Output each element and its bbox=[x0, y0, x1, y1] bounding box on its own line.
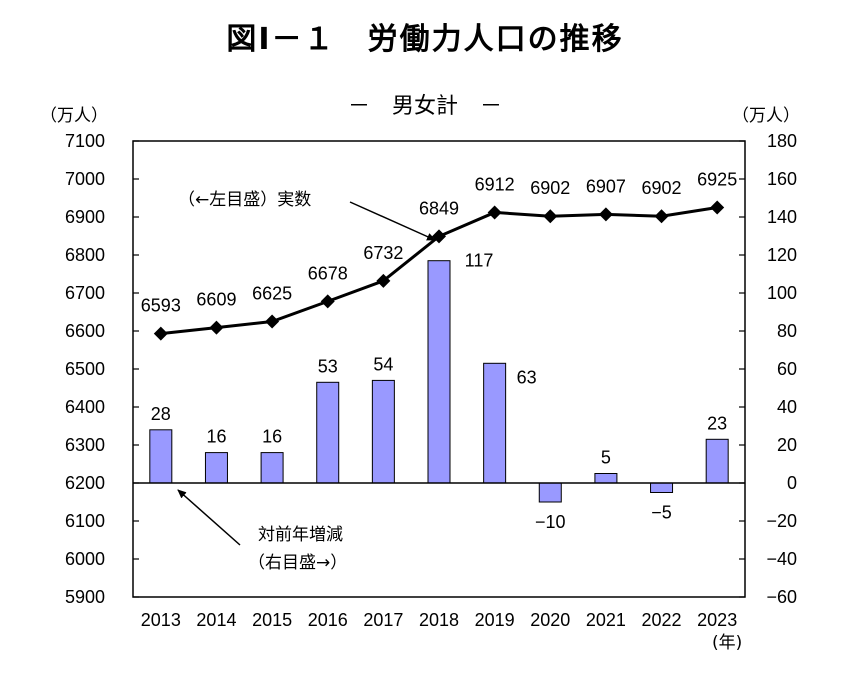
x-axis-unit: (年) bbox=[712, 633, 742, 653]
bar-annotation-line2: （右目盛→） bbox=[248, 553, 347, 573]
right-tick-label: 120 bbox=[767, 245, 797, 265]
right-tick-label: 80 bbox=[777, 321, 797, 341]
right-axis: −60 −40 −20 0 20 40 60 80 100 120 140 160 180 bbox=[739, 131, 797, 607]
right-tick-label: 140 bbox=[767, 207, 797, 227]
line-data-labels: 6593 6609 6625 6678 6732 6849 6912 6902 6907 6902… bbox=[141, 170, 737, 316]
left-tick-label: 6100 bbox=[65, 511, 105, 531]
line-marker bbox=[209, 320, 224, 335]
left-tick-label: 6500 bbox=[65, 359, 105, 379]
right-axis-unit: （万人） bbox=[732, 106, 800, 126]
line-marker bbox=[265, 314, 280, 329]
left-tick-label: 5900 bbox=[65, 587, 105, 607]
bar-data-label: 28 bbox=[151, 404, 171, 424]
bar bbox=[316, 381, 340, 484]
line-marker bbox=[654, 209, 669, 224]
right-tick-label: 60 bbox=[777, 359, 797, 379]
left-axis: 5900 6000 6100 6200 6300 6400 6500 6600 6700 6800… bbox=[65, 131, 139, 607]
right-tick-label: 40 bbox=[777, 397, 797, 417]
bar bbox=[705, 438, 729, 484]
line-marker bbox=[543, 209, 558, 224]
right-tick-label: 0 bbox=[787, 473, 797, 493]
bar-data-label: 63 bbox=[517, 367, 537, 387]
bar bbox=[594, 473, 618, 484]
left-tick-label: 6200 bbox=[65, 473, 105, 493]
right-tick-label: 180 bbox=[767, 131, 797, 151]
x-tick-label: 2014 bbox=[196, 610, 236, 630]
bar bbox=[204, 452, 228, 484]
x-tick-label: 2015 bbox=[252, 610, 292, 630]
left-tick-label: 6600 bbox=[65, 321, 105, 341]
bar bbox=[427, 260, 451, 484]
right-tick-label: 20 bbox=[777, 435, 797, 455]
bar-data-label: −10 bbox=[535, 512, 566, 532]
x-tick-label: 2013 bbox=[141, 610, 181, 630]
x-tick-label: 2020 bbox=[530, 610, 570, 630]
x-tick-label: 2019 bbox=[475, 610, 515, 630]
line-data-label: 6609 bbox=[196, 290, 236, 310]
bar bbox=[371, 379, 395, 484]
line-marker bbox=[320, 294, 335, 309]
left-axis-unit: （万人） bbox=[40, 106, 108, 126]
line-data-label: 6732 bbox=[363, 243, 403, 263]
bar bbox=[538, 482, 562, 503]
right-tick-label: −20 bbox=[766, 511, 797, 531]
line-marker bbox=[487, 205, 502, 220]
line-data-label: 6912 bbox=[475, 174, 515, 194]
bar bbox=[483, 362, 507, 484]
x-tick-label: 2022 bbox=[642, 610, 682, 630]
x-tick-label: 2017 bbox=[363, 610, 403, 630]
line-marker bbox=[153, 326, 168, 341]
left-tick-label: 6000 bbox=[65, 549, 105, 569]
left-tick-label: 6800 bbox=[65, 245, 105, 265]
x-tick-label: 2023 bbox=[697, 610, 737, 630]
bar-data-label: −5 bbox=[651, 503, 672, 523]
chart-subtitle: － 男女計 － bbox=[347, 94, 502, 119]
bar-data-labels: 28 16 16 53 54 117 63 −10 5 −5 23 bbox=[151, 251, 727, 532]
bar-annotation-arrow bbox=[177, 489, 241, 546]
bar-data-label: 5 bbox=[601, 448, 611, 468]
bar-data-label: 23 bbox=[707, 413, 727, 433]
line-annotation: （←左目盛）実数 bbox=[178, 190, 311, 210]
bar bbox=[149, 429, 173, 484]
line-marker bbox=[710, 200, 725, 215]
line-data-label: 6907 bbox=[586, 176, 626, 196]
right-tick-label: −40 bbox=[766, 549, 797, 569]
right-tick-label: 160 bbox=[767, 169, 797, 189]
right-tick-label: 100 bbox=[767, 283, 797, 303]
chart-title: 図Ⅰ－１ 労働力人口の推移 bbox=[226, 22, 624, 57]
line-data-label: 6925 bbox=[697, 170, 737, 190]
left-tick-label: 6900 bbox=[65, 207, 105, 227]
bar bbox=[650, 482, 674, 493]
line-data-label: 6902 bbox=[642, 178, 682, 198]
bar-data-label: 53 bbox=[318, 356, 338, 376]
bar-annotation-line1: 対前年増減 bbox=[258, 525, 343, 545]
left-tick-label: 7100 bbox=[65, 131, 105, 151]
bar-data-label: 54 bbox=[373, 354, 393, 374]
left-tick-label: 6700 bbox=[65, 283, 105, 303]
x-tick-label: 2018 bbox=[419, 610, 459, 630]
line-data-label: 6678 bbox=[308, 263, 348, 283]
bar-series-change bbox=[149, 260, 729, 503]
line-data-label: 6902 bbox=[530, 178, 570, 198]
left-tick-label: 7000 bbox=[65, 169, 105, 189]
line-annotation-arrow bbox=[349, 201, 436, 241]
left-tick-label: 6400 bbox=[65, 397, 105, 417]
left-tick-label: 6300 bbox=[65, 435, 105, 455]
line-marker bbox=[598, 207, 613, 222]
line-data-label: 6849 bbox=[419, 198, 459, 218]
line-data-label: 6593 bbox=[141, 296, 181, 316]
bar-data-label: 117 bbox=[465, 251, 494, 271]
bar-data-label: 16 bbox=[206, 427, 226, 447]
x-axis: 2013 2014 2015 2016 2017 2018 2019 2020 2021 2022… bbox=[141, 610, 737, 630]
x-tick-label: 2021 bbox=[586, 610, 626, 630]
line-marker bbox=[376, 273, 391, 288]
line-data-label: 6625 bbox=[252, 284, 292, 304]
x-tick-label: 2016 bbox=[308, 610, 348, 630]
bar bbox=[260, 452, 284, 484]
bar-data-label: 16 bbox=[262, 427, 282, 447]
right-tick-label: −60 bbox=[766, 587, 797, 607]
